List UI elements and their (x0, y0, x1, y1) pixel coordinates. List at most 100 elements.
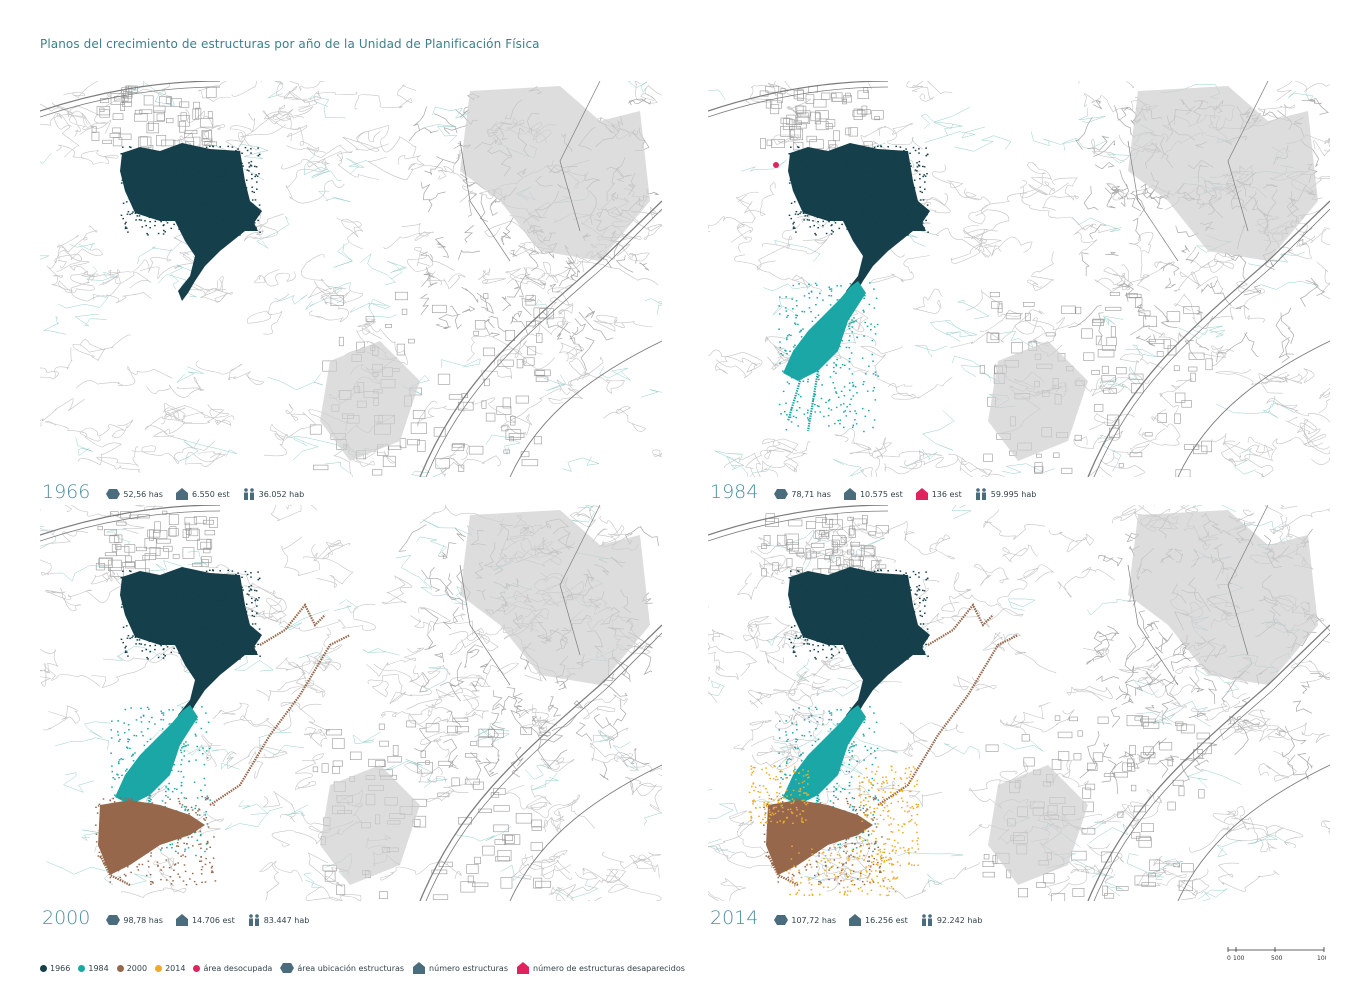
settlement-1966-edge (120, 145, 261, 237)
legend-1966: 1966 (40, 964, 70, 973)
people-icon (921, 914, 932, 926)
settlement-1966 (120, 567, 262, 725)
year-label: 2014 (710, 907, 759, 929)
removed-value: 136 est (931, 489, 962, 499)
scale-label-100: 100 (1233, 955, 1245, 962)
scale-label-1000: 1000 (1317, 955, 1326, 962)
structures-value: 14.706 est (191, 915, 235, 925)
hexagon-area-icon (774, 489, 789, 499)
legend-desocupada: área desocupada (193, 964, 272, 973)
roads (40, 81, 662, 477)
settlement-1984 (783, 705, 866, 805)
structures-value: 16.256 est (865, 915, 908, 925)
legend-2000: 2000 (116, 964, 147, 973)
settlement-2000-edge (95, 795, 217, 886)
population-value: 59.995 hab (990, 489, 1037, 499)
gray-masses (988, 86, 1318, 461)
structures-value: 6.550 est (191, 489, 230, 499)
settlement-2014-west (748, 765, 810, 824)
stats-1984: 1984 78,71 has 10.575 est 136 est 59.995… (710, 480, 1042, 502)
house-icon (175, 488, 188, 500)
gray-masses (988, 510, 1318, 885)
settlement-1984 (115, 705, 198, 805)
settlement-1966 (788, 143, 930, 301)
hexagon-area-icon (774, 915, 789, 925)
settlement-1966-edge (788, 145, 929, 237)
urban-blocks (95, 510, 551, 900)
stats-2014: 2014 107,72 has 16.256 est 92.242 hab (710, 906, 988, 928)
scale-label-0: 0 (1227, 955, 1231, 962)
legend-2014: 2014 (155, 964, 185, 973)
dot-2014-icon (155, 964, 163, 972)
people-icon (975, 488, 986, 500)
house-removed-icon (915, 488, 928, 500)
stats-2000: 2000 98,78 has 14.706 est 83.447 hab (42, 906, 315, 928)
legend-area-ubicacion: área ubicación estructuras (280, 962, 404, 974)
legend: 1966 1984 2000 2014 área desocupada área… (40, 962, 685, 974)
settlement-2000 (766, 800, 873, 875)
population-value: 83.447 hab (263, 915, 310, 925)
year-label: 1966 (42, 481, 91, 503)
settlement-1966-edge (788, 569, 929, 661)
trail-2000-a (259, 602, 326, 646)
map-svg (708, 81, 1330, 477)
dot-desocupada-icon (193, 964, 201, 972)
people-icon (248, 914, 259, 926)
people-icon (243, 488, 254, 500)
legend-numero-estructuras: número estructuras (412, 962, 508, 974)
house-icon (413, 962, 426, 974)
structures-value: 10.575 est (859, 489, 903, 499)
hexagon-area-icon (106, 915, 121, 925)
roads (40, 505, 662, 901)
dot-1984-icon (78, 964, 86, 972)
map-panel-1966 (40, 81, 662, 477)
settlement-2000-edge (763, 795, 885, 886)
roads (708, 81, 1330, 477)
settlement-1966 (120, 143, 262, 301)
settlement-1966-edge (120, 569, 261, 661)
map-svg (40, 505, 662, 901)
scale-label-500: 500 (1271, 955, 1283, 962)
settlement-1984 (783, 281, 866, 381)
hexagon-area-icon (280, 963, 295, 973)
gray-masses (320, 86, 650, 461)
legend-desaparecidos: número de estructuras desaparecidos (516, 962, 685, 974)
house-icon (175, 914, 188, 926)
house-icon (849, 914, 862, 926)
area-value: 78,71 has (791, 489, 831, 499)
house-removed-icon (517, 962, 530, 974)
roads (708, 505, 1330, 901)
desocupada-mark (773, 162, 779, 168)
map-panel-2000 (40, 505, 662, 901)
map-svg (40, 81, 662, 477)
legend-1984: 1984 (78, 964, 109, 973)
settlement-2000 (98, 800, 205, 875)
dot-1966-icon (40, 964, 47, 972)
map-svg (708, 505, 1330, 901)
terrain-lines (708, 81, 1330, 477)
house-icon (843, 488, 856, 500)
scale-bar: 0 100 500 1000 (1227, 947, 1326, 962)
trail-2000-b (877, 634, 1019, 806)
hexagon-area-icon (106, 489, 121, 499)
map-panel-1984 (708, 81, 1330, 477)
trail-1984-a (786, 370, 805, 422)
settlement-1984-edge (778, 282, 880, 433)
population-value: 36.052 hab (258, 489, 305, 499)
area-value: 98,78 has (123, 915, 163, 925)
settlement-2014-south (788, 845, 899, 897)
trail-1984-b (806, 370, 820, 432)
area-value: 107,72 has (791, 915, 837, 925)
dot-2000-icon (116, 964, 124, 972)
gray-masses (320, 510, 650, 885)
population-value: 92.242 hab (936, 915, 983, 925)
stats-1966: 1966 52,56 has 6.550 est 36.052 hab (42, 480, 310, 502)
year-label: 1984 (710, 481, 759, 503)
year-label: 2000 (42, 907, 91, 929)
trail-2000-b (209, 634, 351, 806)
page-title: Planos del crecimiento de estructuras po… (40, 37, 540, 51)
map-panel-2014 (708, 505, 1330, 901)
settlement-1966 (788, 567, 930, 725)
area-value: 52,56 has (123, 489, 163, 499)
trail-2000-a (927, 602, 994, 646)
